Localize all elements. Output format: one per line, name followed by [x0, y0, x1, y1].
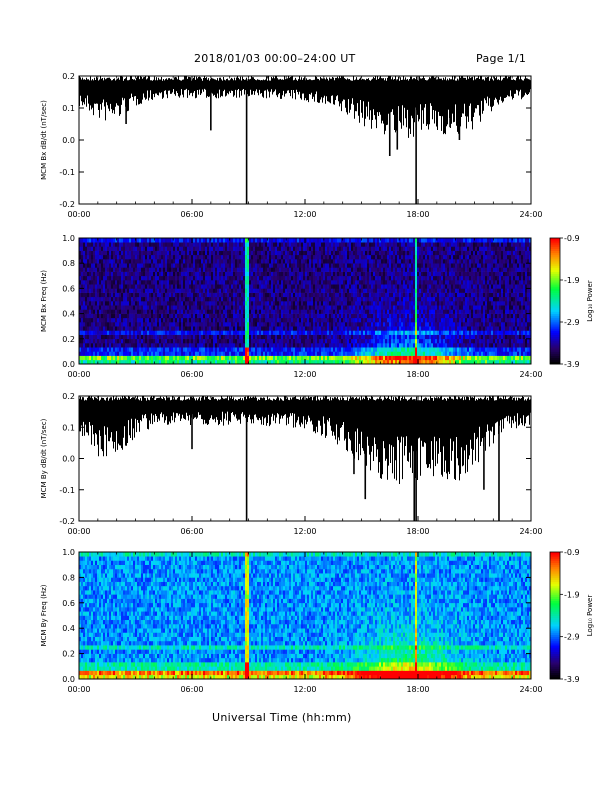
- colorbar-label: Log₁₀ Power: [586, 280, 594, 322]
- spectrogram-cells: [79, 238, 532, 365]
- y-tick-label: 0.0: [62, 360, 75, 369]
- x-tick-label: 00:00: [67, 685, 90, 694]
- colorbar-tick-label: -3.9: [564, 675, 580, 684]
- x-tick-label: 12:00: [293, 527, 316, 536]
- colorbar: -0.9 -1.9 -2.9 -3.9 Log₁₀ Power: [549, 234, 594, 369]
- x-tick-label: 00:00: [67, 527, 90, 536]
- y-tick-label: 0.8: [62, 259, 75, 268]
- colorbar-tick-label: -3.9: [564, 360, 580, 369]
- x-tick-label: 24:00: [519, 370, 542, 379]
- x-tick-label: 18:00: [406, 210, 429, 219]
- x-tick-label: 24:00: [519, 527, 542, 536]
- y-tick-label: 0.2: [62, 650, 75, 659]
- y-tick-label: 0.0: [62, 455, 75, 464]
- x-tick-label: 06:00: [180, 685, 203, 694]
- y-tick-label: 0.2: [62, 392, 75, 401]
- y-tick-label: 0.1: [62, 104, 75, 113]
- colorbar-tick-label: -1.9: [564, 590, 580, 599]
- page-number: Page 1/1: [476, 52, 527, 65]
- y-tick-label: 0.6: [62, 599, 75, 608]
- panel-3: 00:00 06:00 12:00 18:00 24:00 0.2 0.1 0.0 -0.1 -0…: [40, 392, 543, 536]
- x-tick-label: 06:00: [180, 370, 203, 379]
- y-tick-label: -0.1: [59, 486, 75, 495]
- y-axis-label: MCM By Freq (Hz): [40, 584, 48, 646]
- spectrogram-cells: [79, 552, 532, 680]
- x-tick-label: 00:00: [67, 210, 90, 219]
- y-tick-label: -0.2: [59, 200, 75, 209]
- y-tick-label: -0.1: [59, 168, 75, 177]
- y-tick-label: 0.0: [62, 136, 75, 145]
- colorbar-tick-label: -1.9: [564, 276, 580, 285]
- y-axis-label: MCM Bx Freq (Hz): [40, 270, 48, 332]
- y-tick-label: 0.4: [62, 624, 75, 633]
- y-tick-label: 1.0: [62, 234, 75, 243]
- x-tick-label: 18:00: [406, 527, 429, 536]
- dbdt-trace: [79, 396, 531, 484]
- y-tick-label: 0.2: [62, 335, 75, 344]
- y-tick-label: 0.6: [62, 284, 75, 293]
- y-tick-label: 0.8: [62, 573, 75, 582]
- colorbar-tick-label: -0.9: [564, 548, 580, 557]
- colorbar-frame: [549, 551, 561, 680]
- plot-title: 2018/01/03 00:00–24:00 UT: [194, 52, 356, 65]
- colorbar-tick-label: -2.9: [564, 318, 580, 327]
- x-axis-title: Universal Time (hh:mm): [212, 711, 352, 724]
- colorbar-tick-label: -2.9: [564, 633, 580, 642]
- y-axis-label: MCM Bx dB/dt (nT/sec): [40, 100, 48, 180]
- x-tick-label: 12:00: [293, 370, 316, 379]
- colorbar-tick-label: -0.9: [564, 234, 580, 243]
- x-tick-label: 00:00: [67, 370, 90, 379]
- panel-4: -0.9 -1.9 -2.9 -3.9 Log₁₀ Power 00:00 06:00 12:…: [40, 548, 594, 694]
- x-tick-label: 06:00: [180, 210, 203, 219]
- x-tick-label: 12:00: [293, 685, 316, 694]
- y-tick-label: 0.0: [62, 675, 75, 684]
- panel-2: -0.9 -1.9 -2.9 -3.9 Log₁₀ Power 00:00 06:00 12:…: [40, 234, 594, 379]
- colorbar: -0.9 -1.9 -2.9 -3.9 Log₁₀ Power: [549, 548, 594, 684]
- y-tick-label: 0.2: [62, 72, 75, 81]
- y-tick-label: 0.1: [62, 423, 75, 432]
- dbdt-trace: [79, 76, 531, 138]
- colorbar-label: Log₁₀ Power: [586, 595, 594, 637]
- x-tick-label: 12:00: [293, 210, 316, 219]
- panel-1: 00:00 06:00 12:00 18:00 24:00 0.2 0.1 0.0 -0.1 -0…: [40, 72, 543, 219]
- y-tick-label: 1.0: [62, 548, 75, 557]
- x-tick-label: 24:00: [519, 210, 542, 219]
- x-tick-label: 24:00: [519, 685, 542, 694]
- y-axis-label: MCM By dB/dt (nT/sec): [40, 418, 48, 498]
- y-tick-label: -0.2: [59, 517, 75, 526]
- x-tick-label: 18:00: [406, 685, 429, 694]
- y-tick-label: 0.4: [62, 310, 75, 319]
- colorbar-frame: [549, 237, 561, 365]
- x-tick-label: 06:00: [180, 527, 203, 536]
- x-tick-label: 18:00: [406, 370, 429, 379]
